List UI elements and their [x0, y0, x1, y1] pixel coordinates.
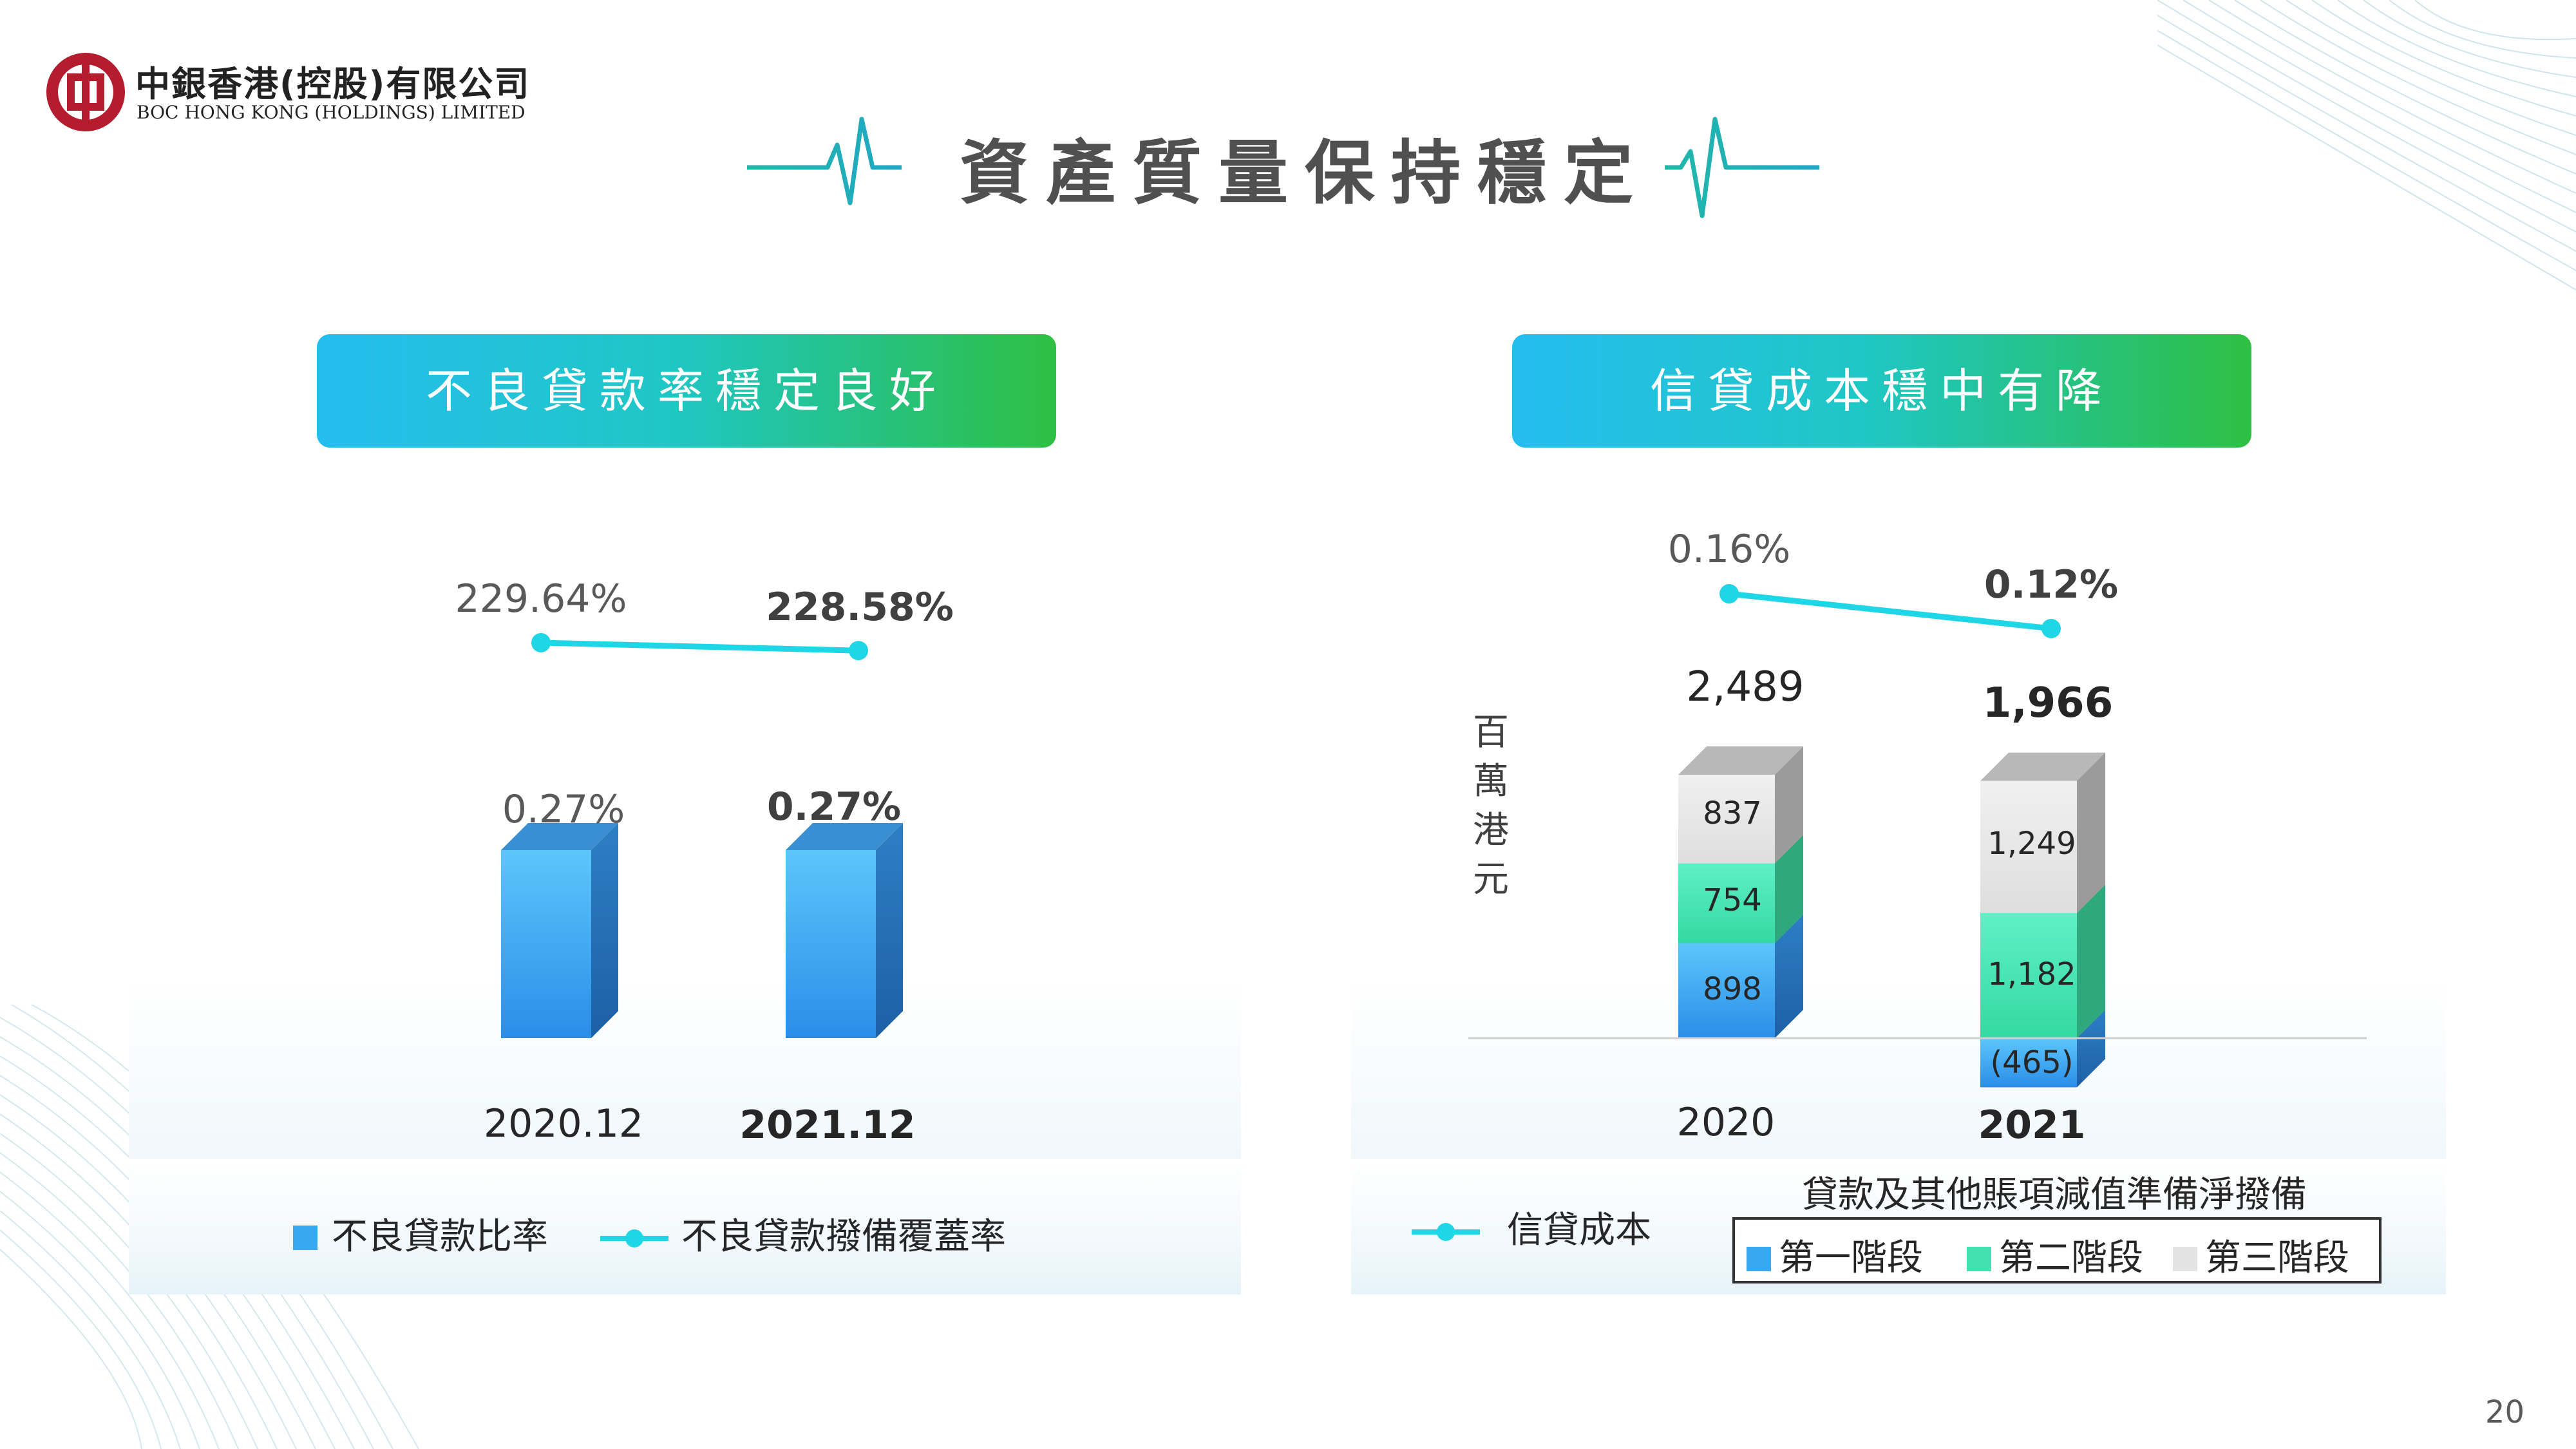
credit-cost-point-2020	[1719, 584, 1739, 603]
npl-coverage-point-2020.12	[531, 633, 551, 652]
logo-chinese-name: 中銀香港(控股)有限公司	[135, 64, 531, 104]
legend-square-gray-icon	[2173, 1247, 2197, 1271]
legend-npl-coverage: 不良貸款撥備覆蓋率	[599, 1208, 1006, 1260]
credit-cost-point-2021	[2041, 619, 2061, 638]
legend-credit-cost-label: 信貸成本	[1507, 1209, 1651, 1251]
npl-category-2020: 2020.12	[483, 1101, 644, 1146]
legend-square-blue-icon	[1747, 1247, 1771, 1271]
stage3-label-2021: 1,249	[1987, 826, 2076, 862]
legend-group-title: 貸款及其他賬項減值準備淨撥備	[1802, 1174, 2307, 1216]
npl-ratio-label-2021: 0.27%	[766, 784, 902, 829]
legend-line-marker-icon	[600, 1229, 668, 1247]
unit-label: 百萬港元	[1473, 712, 1509, 900]
legend-stage1-label: 第一階段	[1779, 1237, 1923, 1279]
section-banner-npl: 不良貸款率穩定良好	[317, 334, 1056, 448]
stage1-label-2020: 898	[1703, 971, 1762, 1007]
credit-category-2021: 2021	[1978, 1103, 2086, 1148]
npl-ratio-label-2020: 0.27%	[502, 787, 625, 832]
stage2-label-2020: 754	[1703, 882, 1762, 918]
legend-credit-cost: 信貸成本	[1410, 1201, 1651, 1253]
legend-stage2-label: 第二階段	[1999, 1237, 2143, 1279]
npl-coverage-label-2020: 229.64%	[455, 576, 627, 621]
stage1-label-2021: (465)	[1990, 1045, 2074, 1081]
company-logo: 中銀香港(控股)有限公司 BOC HONG KONG (HOLDINGS) LI…	[45, 52, 573, 135]
legend-square-green-icon	[1967, 1247, 1991, 1271]
section-banner-credit-cost: 信貸成本穩中有降	[1512, 334, 2251, 448]
npl-coverage-label-2021: 228.58%	[766, 585, 954, 630]
credit-category-2020: 2020	[1676, 1100, 1776, 1145]
legend-stage3-label: 第三階段	[2205, 1237, 2349, 1279]
page-number: 20	[2485, 1394, 2524, 1430]
credit-cost-label-2021: 0.12%	[1984, 562, 2119, 607]
stage3-label-2020: 837	[1703, 795, 1762, 831]
legend-square-blue-icon	[293, 1226, 317, 1250]
stage2-label-2021: 1,182	[1987, 956, 2076, 992]
boc-logo-icon	[46, 53, 125, 131]
pulse-right-icon	[1665, 117, 1819, 218]
decorative-wave-top-right	[2157, 0, 2576, 290]
stage-legend-box: 第一階段 第二階段 第三階段	[1732, 1217, 2382, 1283]
total-label-2020: 2,489	[1686, 663, 1804, 711]
legend-stage1: 第一階段	[1747, 1229, 1923, 1281]
legend-npl-ratio: 不良貸款比率	[293, 1208, 548, 1260]
logo-english-name: BOC HONG KONG (HOLDINGS) LIMITED	[137, 102, 526, 123]
legend-line-marker-icon	[1412, 1223, 1480, 1241]
npl-coverage-line	[540, 639, 859, 654]
npl-category-2021: 2021.12	[739, 1103, 916, 1148]
legend-npl-coverage-label: 不良貸款撥備覆蓋率	[681, 1216, 1006, 1258]
credit-cost-label-2020: 0.16%	[1667, 527, 1791, 572]
legend-stage3: 第三階段	[2173, 1229, 2349, 1281]
page-title: 資產質量保持穩定	[960, 133, 1651, 214]
legend-stage2: 第二階段	[1967, 1229, 2143, 1281]
pulse-left-icon	[747, 117, 902, 205]
legend-npl-ratio-label: 不良貸款比率	[332, 1216, 548, 1258]
total-label-2021: 1,966	[1982, 679, 2114, 727]
npl-coverage-point-2021.12	[849, 641, 868, 661]
